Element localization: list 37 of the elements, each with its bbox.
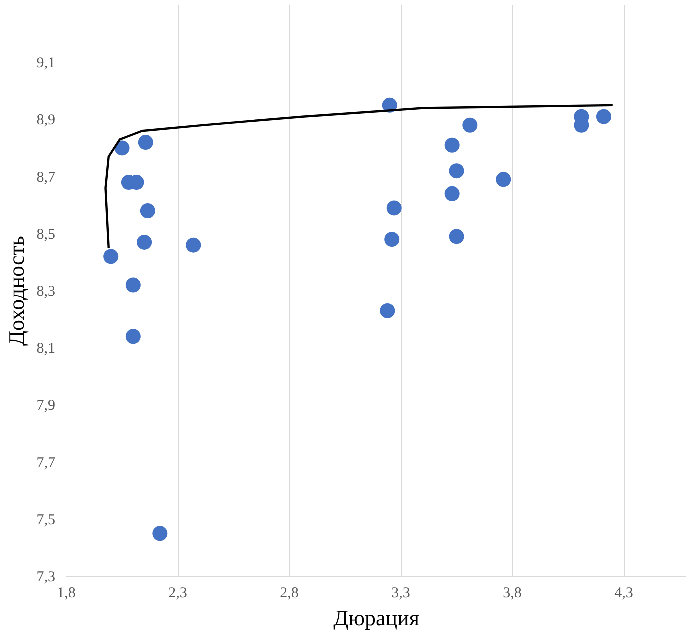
point — [462, 118, 478, 133]
x-tick-label: 3,3 — [392, 586, 410, 602]
point — [449, 229, 464, 244]
x-tick-label: 3,8 — [503, 586, 522, 602]
point — [126, 278, 141, 293]
y-tick-label: 9,1 — [36, 56, 56, 72]
y-tick-label: 8,1 — [36, 341, 56, 358]
point — [496, 172, 512, 188]
point — [384, 232, 400, 248]
x-tick-label: 4,3 — [614, 586, 634, 602]
x-tick-label: 2,3 — [168, 586, 188, 602]
x-tick-label: 2,8 — [280, 586, 299, 602]
point — [449, 164, 464, 179]
point — [444, 186, 460, 202]
y-tick-label: 7,5 — [36, 512, 56, 528]
point — [138, 135, 154, 150]
y-tick-label: 7,3 — [36, 570, 56, 586]
y-tick-label: 8,7 — [36, 170, 56, 186]
point — [114, 140, 130, 156]
y-tick-label: 8,9 — [36, 112, 56, 129]
y-axis-title: Доходность — [4, 236, 29, 346]
point — [386, 200, 402, 216]
point — [444, 138, 460, 153]
point — [186, 238, 202, 253]
point — [126, 329, 141, 344]
y-tick-label: 7,9 — [36, 398, 56, 414]
x-axis-title: Дюрация — [334, 606, 420, 630]
x-tick-label: 1,8 — [57, 586, 76, 602]
point — [140, 204, 156, 219]
y-tick-label: 8,3 — [36, 284, 56, 300]
point — [380, 304, 396, 318]
y-tick-label: 8,5 — [36, 226, 56, 243]
point — [137, 234, 152, 250]
point — [596, 109, 612, 124]
point — [104, 249, 119, 264]
point — [152, 526, 168, 542]
y-tick-label: 7,7 — [36, 455, 56, 472]
